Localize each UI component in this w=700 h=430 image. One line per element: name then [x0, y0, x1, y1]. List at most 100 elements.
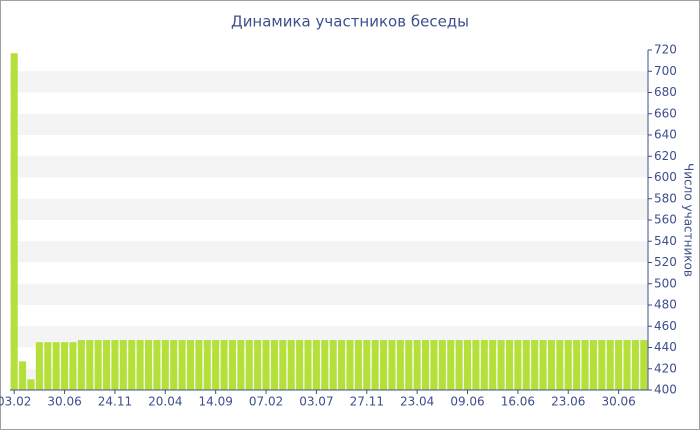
grid-band: [10, 113, 648, 135]
bar: [312, 340, 320, 390]
y-tick-label: 560: [654, 213, 677, 227]
bar: [321, 340, 329, 390]
x-tick-label: 03.02: [0, 395, 31, 409]
bar: [77, 340, 85, 390]
bar: [111, 340, 119, 390]
y-tick-label: 600: [654, 170, 677, 184]
bar: [564, 340, 572, 390]
y-tick-label: 720: [654, 43, 677, 57]
y-tick-label: 660: [654, 106, 677, 120]
bar: [161, 340, 169, 390]
bar: [405, 340, 413, 390]
bar: [10, 53, 18, 390]
bar: [413, 340, 421, 390]
bar: [86, 340, 94, 390]
bar: [363, 340, 371, 390]
y-tick-label: 520: [654, 255, 677, 269]
bar: [514, 340, 522, 390]
bar: [489, 340, 497, 390]
grid-band: [10, 241, 648, 263]
y-tick-label: 420: [654, 361, 677, 375]
y-tick-label: 680: [654, 85, 677, 99]
bar: [556, 340, 564, 390]
bar: [606, 340, 614, 390]
bar: [304, 340, 312, 390]
bar: [237, 340, 245, 390]
y-tick-label: 480: [654, 298, 677, 312]
bar: [296, 340, 304, 390]
bar: [480, 340, 488, 390]
bar: [380, 340, 388, 390]
bar: [422, 340, 430, 390]
grid-band: [10, 156, 648, 178]
bar: [505, 340, 514, 390]
y-tick-label: 460: [654, 319, 677, 333]
x-tick-label: 27.11: [350, 395, 384, 409]
x-tick-label: 30.06: [601, 395, 635, 409]
x-tick-label: 16.06: [501, 395, 535, 409]
x-tick-label: 09.06: [450, 395, 484, 409]
bar: [35, 342, 43, 390]
bar: [153, 340, 161, 390]
bar: [455, 340, 463, 390]
bar: [581, 340, 589, 390]
bar: [195, 340, 203, 390]
chart-title: Динамика участников беседы: [231, 13, 469, 31]
bar: [136, 340, 144, 390]
bar: [497, 340, 505, 390]
y-axis-label: Число участников: [682, 163, 696, 277]
bar: [69, 342, 77, 390]
bar: [270, 340, 278, 390]
bar: [27, 379, 35, 390]
y-tick-label: 440: [654, 340, 677, 354]
bar: [430, 340, 438, 390]
bar: [472, 340, 480, 390]
bar: [203, 340, 211, 390]
bar: [371, 340, 379, 390]
grid-band: [10, 326, 648, 348]
bar: [186, 340, 195, 390]
bar: [438, 340, 446, 390]
grid-band: [10, 71, 648, 93]
bar: [61, 342, 69, 390]
grid-band: [10, 368, 648, 390]
x-tick-label: 24.11: [98, 395, 132, 409]
bar: [144, 340, 153, 390]
x-tick-label: 14.09: [198, 395, 232, 409]
bar: [338, 340, 346, 390]
bar: [640, 340, 648, 390]
bar: [287, 340, 295, 390]
x-tick-label: 07.02: [249, 395, 283, 409]
x-tick-label: 20.04: [148, 395, 182, 409]
y-tick-label: 500: [654, 276, 677, 290]
grid-band: [10, 283, 648, 305]
bar: [128, 340, 136, 390]
bar: [94, 340, 102, 390]
y-tick-label: 640: [654, 128, 677, 142]
bar: [178, 340, 186, 390]
y-tick-label: 620: [654, 149, 677, 163]
bar: [254, 340, 262, 390]
bar: [19, 361, 27, 390]
bar: [329, 340, 337, 390]
bar: [539, 340, 547, 390]
bar: [228, 340, 236, 390]
grid-band: [10, 198, 648, 220]
y-tick-label: 540: [654, 234, 677, 248]
bar: [396, 340, 404, 390]
bar: [615, 340, 623, 390]
bar: [279, 340, 287, 390]
x-tick-label: 23.04: [400, 395, 434, 409]
bar: [598, 340, 606, 390]
x-tick-label: 03.07: [299, 395, 333, 409]
x-tick-label: 30.06: [47, 395, 81, 409]
y-tick-label: 700: [654, 64, 677, 78]
bar: [589, 340, 597, 390]
x-tick-label: 23.06: [551, 395, 585, 409]
bar: [531, 340, 539, 390]
y-tick-label: 400: [654, 383, 677, 397]
bar: [245, 340, 253, 390]
bar: [522, 340, 530, 390]
bar: [44, 342, 52, 390]
